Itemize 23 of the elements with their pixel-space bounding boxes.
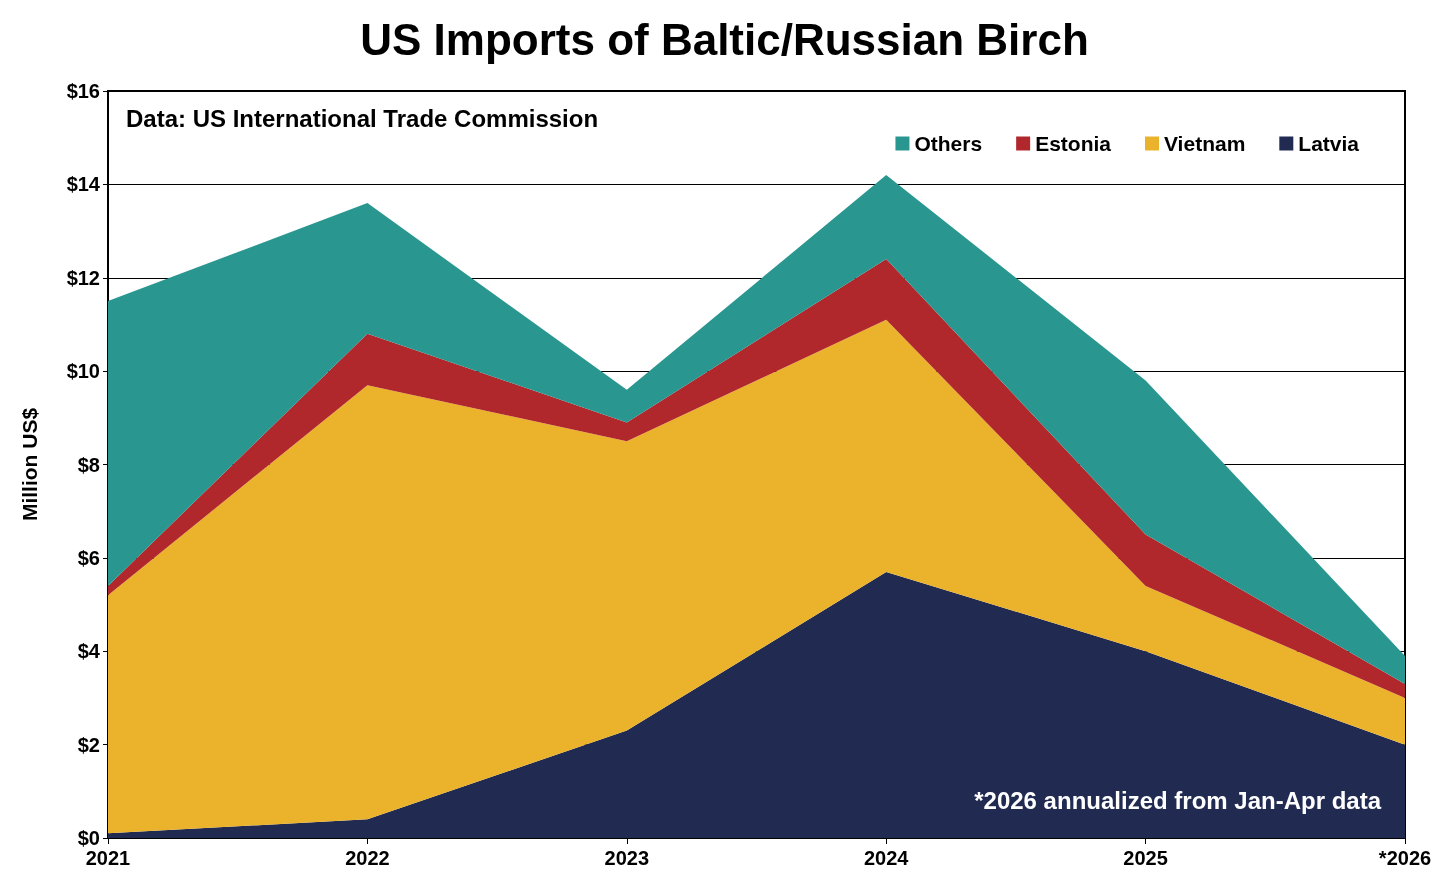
x-tick-label: 2023 xyxy=(604,847,650,869)
x-tick-label: 2024 xyxy=(863,847,910,869)
legend-label: Others xyxy=(914,132,983,155)
legend-label: Vietnam xyxy=(1163,132,1246,155)
legend-label: Estonia xyxy=(1035,132,1112,155)
y-tick-label: $12 xyxy=(66,266,100,289)
annotation: *2026 annualized from Jan-Apr data xyxy=(974,786,1382,814)
x-tick-label: *2026 xyxy=(1378,847,1432,869)
chart-title: US Imports of Baltic/Russian Birch xyxy=(360,14,1089,64)
y-tick-label: $14 xyxy=(66,173,101,196)
y-tick-label: $2 xyxy=(77,733,100,756)
y-tick-label: $6 xyxy=(77,546,100,569)
x-tick-label: 2022 xyxy=(345,847,390,869)
y-tick-label: $10 xyxy=(66,360,100,383)
y-tick-label: $16 xyxy=(66,80,100,102)
x-tick-label: 2021 xyxy=(85,847,131,869)
x-tick-label: 2025 xyxy=(1123,847,1168,869)
y-tick-label: $0 xyxy=(77,827,100,849)
annotation: Data: US International Trade Commission xyxy=(126,104,599,132)
y-tick-label: $4 xyxy=(77,640,101,663)
y-tick-label: $8 xyxy=(77,453,100,476)
legend-label: Latvia xyxy=(1298,132,1360,155)
y-axis-title: Million US$ xyxy=(18,407,41,522)
